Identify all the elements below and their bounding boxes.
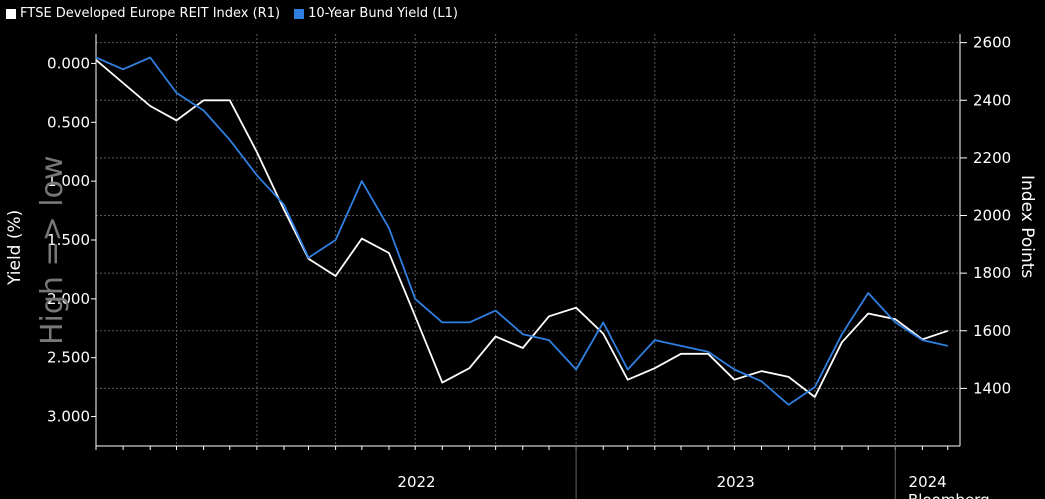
watermark-text: High => low — [35, 155, 70, 345]
x-tick-label: 2024 — [909, 473, 947, 491]
left-tick-label: 2.500 — [47, 349, 90, 367]
series-group — [95, 56, 949, 406]
x-tick-label: 2023 — [717, 473, 755, 491]
series-line-bund — [95, 56, 949, 406]
left-tick-label: 3.000 — [47, 408, 90, 426]
legend-swatch-reit — [6, 8, 16, 19]
legend-label-reit: FTSE Developed Europe REIT Index (R1) — [20, 6, 281, 21]
left-axis-title: Yield (%) — [5, 210, 25, 286]
right-tick-label: 2600 — [973, 34, 1011, 52]
left-tick-label: 1.500 — [47, 231, 90, 249]
left-tick-label: 0.000 — [47, 54, 90, 72]
legend-swatch-bund — [294, 8, 305, 19]
right-tick-label: 1800 — [973, 264, 1011, 282]
left-tick-label: 0.500 — [47, 113, 90, 131]
right-tick-label: 1600 — [973, 322, 1011, 340]
right-tick-label: 2000 — [973, 207, 1011, 225]
source-text: Bloomberg — [908, 491, 990, 499]
series-line-reit — [95, 59, 949, 398]
right-tick-label: 2200 — [973, 149, 1011, 167]
x-tick-label: 2022 — [397, 473, 435, 491]
left-tick-label: 2.000 — [47, 290, 90, 308]
right-tick-label: 2400 — [973, 91, 1011, 109]
left-tick-label: 1.000 — [47, 172, 90, 190]
grid — [96, 34, 960, 446]
legend-item-reit[interactable]: FTSE Developed Europe REIT Index (R1) — [6, 6, 280, 21]
right-tick-label: 1400 — [973, 379, 1011, 397]
ticks: 1400 1600 1800 2000 2200 2400 2600 0.000 0.500 1.… — [47, 34, 1011, 499]
legend-item-bund[interactable]: 10-Year Bund Yield (L1) — [294, 6, 458, 21]
right-axis-title: Index Points — [1017, 175, 1037, 278]
legend-label-bund: 10-Year Bund Yield (L1) — [308, 6, 458, 21]
legend: FTSE Developed Europe REIT Index (R1) 10… — [6, 6, 458, 21]
